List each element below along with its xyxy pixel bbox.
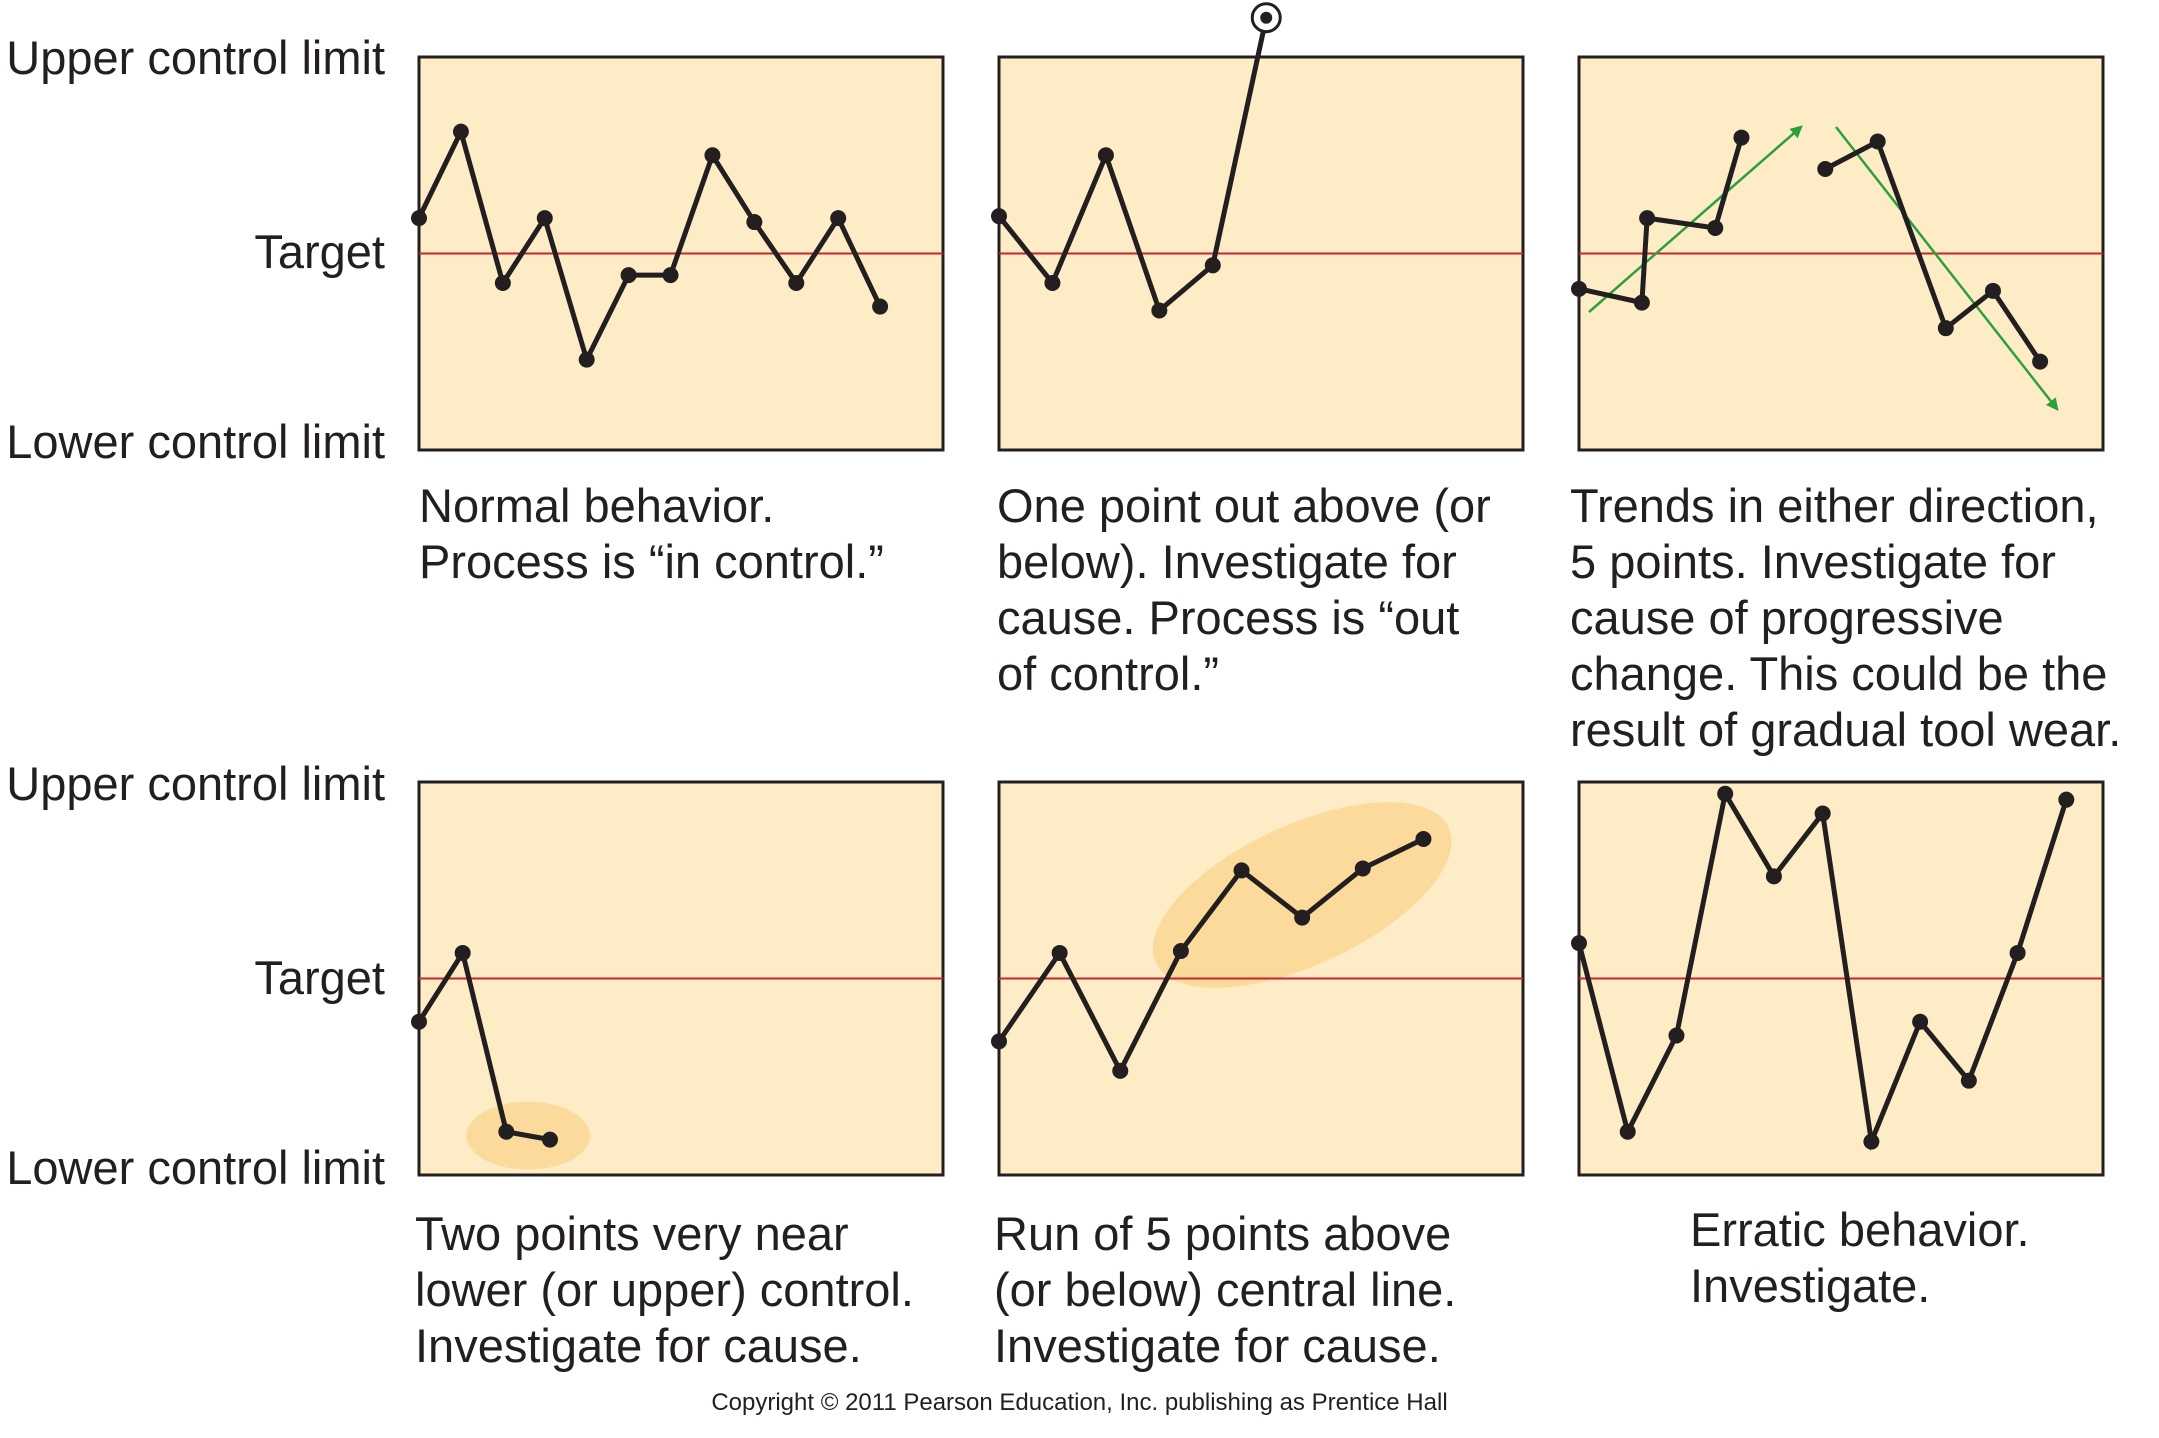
caption-line: cause. Process is “out: [997, 591, 1460, 644]
data-point: [1863, 1133, 1880, 1150]
lower-control-limit-label-row1: Lower control limit: [6, 415, 385, 468]
data-point: [746, 214, 763, 231]
data-point: [542, 1131, 558, 1148]
caption-line: cause of progressive: [1570, 591, 2004, 644]
caption-erratic-behavior: Erratic behavior. Investigate.: [1690, 1202, 2030, 1314]
data-point: [1633, 294, 1650, 311]
upper-control-limit-label-row2: Upper control limit: [6, 757, 385, 810]
data-point: [1814, 805, 1831, 822]
series-line: [996, 836, 1425, 1077]
series-line: [997, 17, 1269, 315]
caption-line: Normal behavior.: [419, 479, 775, 532]
series-line: [416, 124, 883, 367]
data-point: [830, 210, 847, 227]
data-point: [704, 147, 721, 164]
data-point: [1707, 219, 1724, 236]
caption-two-points-near-limit: Two points very near lower (or upper) co…: [415, 1206, 914, 1374]
data-point: [1619, 1123, 1636, 1140]
data-point: [1051, 944, 1068, 961]
data-point: [1571, 935, 1587, 952]
target-label-row1: Target: [254, 225, 385, 278]
data-point: [1937, 320, 1954, 337]
data-point: [1354, 860, 1371, 877]
data-point: [1717, 785, 1734, 802]
data-point: [1172, 942, 1189, 959]
data-point: [578, 351, 595, 368]
data-point: [1984, 282, 2001, 299]
caption-line: Two points very near: [415, 1207, 849, 1260]
data-point: [1639, 210, 1656, 227]
caption-normal-behavior: Normal behavior. Process is “in control.…: [419, 478, 884, 590]
data-point: [494, 274, 511, 291]
data-point: [452, 123, 469, 140]
data-point: [1415, 830, 1432, 847]
caption-one-point-out: One point out above (or below). Investig…: [997, 478, 1491, 702]
caption-line: Run of 5 points above: [994, 1207, 1452, 1260]
caption-line: Erratic behavior.: [1690, 1203, 2030, 1256]
highlight-region: [1152, 802, 1452, 988]
data-point: [1044, 274, 1061, 291]
data-point: [991, 1033, 1007, 1050]
upper-control-limit-label-row1: Upper control limit: [6, 31, 385, 84]
series-line: [416, 946, 551, 1143]
data-point: [1817, 161, 1834, 178]
caption-line: Investigate for cause.: [415, 1319, 862, 1372]
caption-line: Investigate for cause.: [994, 1319, 1441, 1372]
data-point: [1765, 868, 1782, 885]
copyright-notice: Copyright © 2011 Pearson Education, Inc.…: [711, 1389, 1448, 1416]
data-point: [1097, 147, 1114, 164]
data-point: [788, 274, 805, 291]
data-point: [1571, 280, 1587, 297]
data-point: [2058, 791, 2075, 808]
trend-up-arrow: [1588, 125, 1803, 313]
data-point: [498, 1123, 515, 1140]
data-point: [872, 298, 889, 315]
data-point: [662, 267, 679, 284]
caption-line: result of gradual tool wear.: [1570, 703, 2122, 756]
data-point: [1912, 1013, 1929, 1030]
data-point: [1869, 133, 1886, 150]
data-point: [1294, 909, 1311, 926]
data-point: [1233, 862, 1250, 879]
caption-line: Process is “in control.”: [419, 535, 884, 588]
caption-line: of control.”: [997, 647, 1220, 700]
caption-line: Trends in either direction,: [1570, 479, 2099, 532]
data-point: [411, 1013, 427, 1030]
caption-line: 5 points. Investigate for: [1570, 535, 2056, 588]
data-point: [1204, 257, 1221, 274]
data-point: [1112, 1062, 1129, 1079]
caption-line: (or below) central line.: [994, 1263, 1457, 1316]
data-point: [1668, 1027, 1685, 1044]
caption-line: change. This could be the: [1570, 647, 2108, 700]
data-point: [411, 210, 427, 227]
data-point: [2009, 944, 2026, 961]
caption-line: below). Investigate for: [997, 535, 1457, 588]
data-point: [991, 208, 1007, 225]
data-point: [1733, 129, 1750, 146]
data-point: [2032, 353, 2049, 370]
caption-run-of-five: Run of 5 points above (or below) central…: [994, 1206, 1456, 1374]
data-point: [1960, 1072, 1977, 1089]
target-label-row2: Target: [254, 951, 385, 1004]
caption-line: Investigate.: [1690, 1259, 1931, 1312]
data-point: [1151, 302, 1168, 319]
data-point: [536, 210, 553, 227]
outlier-point: [1260, 11, 1273, 24]
data-point: [454, 944, 471, 961]
trend-down-arrow: [1835, 126, 2059, 411]
caption-trends: Trends in either direction, 5 points. In…: [1570, 478, 2121, 758]
caption-line: One point out above (or: [997, 479, 1491, 532]
data-point: [620, 267, 637, 284]
caption-line: lower (or upper) control.: [415, 1263, 914, 1316]
lower-control-limit-label-row2: Lower control limit: [6, 1141, 385, 1194]
